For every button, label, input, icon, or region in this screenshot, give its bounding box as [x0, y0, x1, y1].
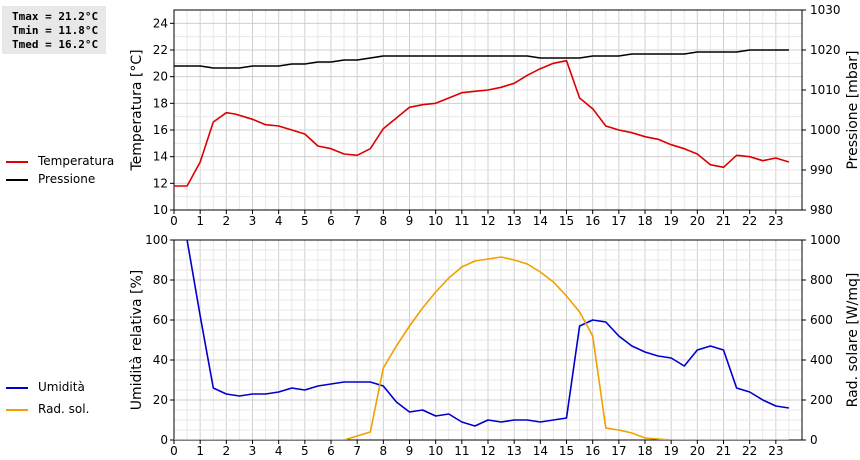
panel2-y2tick-label: 400: [810, 353, 833, 367]
panel1-ytick-label: 10: [153, 203, 168, 217]
panel2-xtick-label: 12: [480, 444, 495, 458]
panel2-ylabel: Umidità relativa [%]: [129, 270, 145, 411]
panel2-xtick-label: 0: [170, 444, 178, 458]
legend-label-pressione: Pressione: [38, 172, 96, 186]
panel2-xtick-label: 10: [428, 444, 443, 458]
panel2-xtick-label: 8: [380, 444, 388, 458]
panel1-y2tick-label: 1030: [810, 3, 841, 17]
legend-swatch-temperatura: [6, 161, 28, 163]
panel1-xtick-label: 15: [559, 214, 574, 228]
series-line-rad-sol: [174, 256, 789, 440]
panel1-y2tick-label: 1010: [810, 83, 841, 97]
panel2-xtick-label: 22: [742, 444, 757, 458]
panel2-xtick-label: 9: [406, 444, 414, 458]
tmax-text: Tmax = 21.2°C: [12, 10, 99, 23]
legend-swatch-radsol: [6, 409, 28, 411]
panel2-xtick-label: 13: [507, 444, 522, 458]
panel1-ytick-label: 18: [153, 96, 168, 110]
stats-box: Tmax = 21.2°C Tmin = 11.8°C Tmed = 16.2°…: [2, 6, 106, 54]
panel1-xtick-label: 16: [585, 214, 600, 228]
panel1-xtick-label: 14: [533, 214, 548, 228]
panel2-y2label: Rad. solare [W/mq]: [845, 273, 860, 408]
panel1-y2label: Pressione [mbar]: [845, 50, 860, 169]
series-line-temperatura: [174, 59, 790, 187]
legend-swatch-pressione: [6, 179, 28, 181]
panel1-xtick-label: 8: [380, 214, 388, 228]
panel2-ytick-label: 80: [153, 273, 168, 287]
panel1-ytick-label: 22: [153, 43, 168, 57]
panel2-y2tick-label: 0: [810, 433, 818, 447]
legend-swatch-umidita: [6, 387, 28, 389]
panel2-y2tick-label: 200: [810, 393, 833, 407]
legend-label-umidita: Umidità: [38, 380, 85, 394]
panel1-xtick-label: 22: [742, 214, 757, 228]
panel2-xtick-label: 11: [454, 444, 469, 458]
panel2-xtick-label: 18: [637, 444, 652, 458]
legend-radsol: Rad. sol.: [6, 402, 136, 418]
legend-pressione: Pressione: [6, 172, 136, 188]
panel2-ytick-label: 0: [160, 433, 168, 447]
panel2-xtick-label: 5: [301, 444, 309, 458]
panel1-xtick-label: 0: [170, 214, 178, 228]
panel1-xtick-label: 17: [611, 214, 626, 228]
panel2-ytick-label: 40: [153, 353, 168, 367]
panel1-xtick-label: 11: [454, 214, 469, 228]
panel2-xtick-label: 16: [585, 444, 600, 458]
panel2-ytick-label: 60: [153, 313, 168, 327]
panel1-y2tick-label: 1020: [810, 43, 841, 57]
panel1-ytick-label: 20: [153, 70, 168, 84]
panel1-y2tick-label: 980: [810, 203, 833, 217]
legend-temperatura: Temperatura: [6, 154, 136, 170]
panel2-xtick-label: 14: [533, 444, 548, 458]
panel1-xtick-label: 10: [428, 214, 443, 228]
legend-label-temperatura: Temperatura: [38, 154, 115, 168]
panel1-xtick-label: 12: [480, 214, 495, 228]
panel2-xtick-label: 17: [611, 444, 626, 458]
panel2-y2tick-label: 800: [810, 273, 833, 287]
panel2-xtick-label: 7: [353, 444, 361, 458]
panel1-xtick-label: 2: [223, 214, 231, 228]
panel2-ytick-label: 100: [145, 233, 168, 247]
panel2-xtick-label: 21: [716, 444, 731, 458]
tmed-text: Tmed = 16.2°C: [12, 38, 99, 51]
panel2-y2tick-label: 600: [810, 313, 833, 327]
panel1-xtick-label: 5: [301, 214, 309, 228]
panel1-ytick-label: 14: [153, 150, 168, 164]
panel1-xtick-label: 23: [768, 214, 783, 228]
panel1-xtick-label: 3: [249, 214, 257, 228]
panel1-xtick-label: 4: [275, 214, 283, 228]
panel2-xtick-label: 1: [196, 444, 204, 458]
panel1-xtick-label: 19: [664, 214, 679, 228]
panel2-y2tick-label: 1000: [810, 233, 841, 247]
panel2-xtick-label: 19: [664, 444, 679, 458]
panel1-xtick-label: 9: [406, 214, 414, 228]
series-line-pressione: [174, 49, 789, 69]
panel2-xtick-label: 23: [768, 444, 783, 458]
legend-label-radsol: Rad. sol.: [38, 402, 90, 416]
panel1-xtick-label: 18: [637, 214, 652, 228]
panel1-xtick-label: 20: [690, 214, 705, 228]
panel1-y2tick-label: 1000: [810, 123, 841, 137]
series-line-umidit: [186, 240, 790, 427]
panel2-xtick-label: 4: [275, 444, 283, 458]
panel1-xtick-label: 1: [196, 214, 204, 228]
panel1-ytick-label: 24: [153, 16, 168, 30]
tmin-text: Tmin = 11.8°C: [12, 24, 99, 37]
panel1-xtick-label: 21: [716, 214, 731, 228]
legend-umidita: Umidità: [6, 380, 136, 396]
panel2-xtick-label: 20: [690, 444, 705, 458]
panel1-xtick-label: 7: [353, 214, 361, 228]
panel2-xtick-label: 15: [559, 444, 574, 458]
panel2-xtick-label: 6: [327, 444, 335, 458]
panel2-xtick-label: 3: [249, 444, 257, 458]
panel1-y2tick-label: 990: [810, 163, 833, 177]
panel1-xtick-label: 13: [507, 214, 522, 228]
panel1-ylabel: Temperatura [°C]: [129, 49, 145, 171]
panel1-xtick-label: 6: [327, 214, 335, 228]
panel2-ytick-label: 20: [153, 393, 168, 407]
panel1-ytick-label: 12: [153, 176, 168, 190]
panel2-xtick-label: 2: [223, 444, 231, 458]
panel1-ytick-label: 16: [153, 123, 168, 137]
